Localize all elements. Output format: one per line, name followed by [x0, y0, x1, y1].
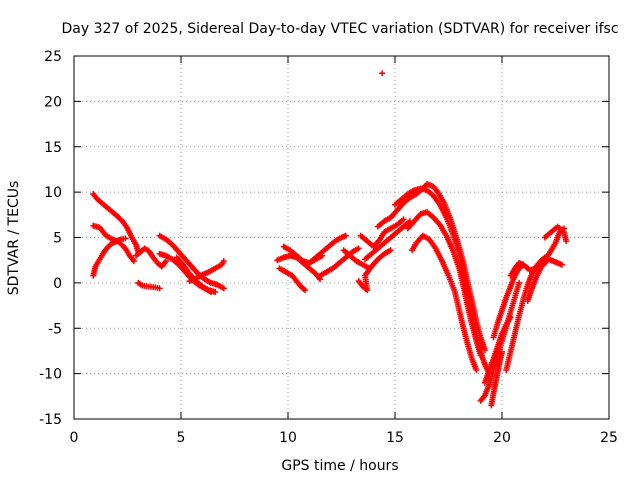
y-tick-label: 5 [53, 231, 62, 247]
data-point [355, 245, 362, 252]
grid-lines [74, 56, 609, 419]
data-point [477, 352, 484, 359]
data-point [387, 247, 394, 254]
data-point [212, 288, 219, 295]
data-point [220, 258, 227, 265]
chart-title: Day 327 of 2025, Sidereal Day-to-day VTE… [61, 21, 618, 37]
x-tick-label: 10 [279, 430, 297, 446]
y-tick-label: 0 [53, 276, 62, 292]
data-point [473, 366, 480, 373]
data-point [558, 261, 565, 268]
data-point [302, 287, 309, 294]
data-points [90, 70, 570, 409]
data-point [400, 216, 407, 223]
data-point [563, 238, 570, 245]
axis-ticks: 0 5 10 15 20 25 -15 -10 -5 0 5 10 15 20 25 [39, 49, 618, 446]
y-tick-label: 25 [44, 49, 62, 65]
data-point [163, 258, 170, 265]
y-tick-label: 10 [44, 185, 62, 201]
data-point [499, 348, 505, 355]
data-point [516, 279, 523, 286]
data-point [379, 70, 386, 77]
y-axis-label: SDTVAR / TECUs [6, 181, 22, 296]
plot-frame [73, 55, 610, 420]
data-point [156, 285, 163, 292]
data-point [342, 232, 349, 239]
y-tick-label: -10 [39, 367, 62, 383]
data-point [122, 235, 129, 242]
data-point [220, 285, 227, 292]
x-tick-label: 20 [493, 430, 511, 446]
y-tick-label: 15 [44, 140, 62, 156]
x-tick-label: 5 [177, 430, 186, 446]
x-tick-label: 25 [600, 430, 618, 446]
data-point [507, 314, 514, 321]
x-tick-label: 0 [70, 430, 79, 446]
y-tick-label: -15 [39, 412, 62, 428]
x-tick-label: 15 [386, 430, 404, 446]
y-tick-label: -5 [48, 321, 62, 337]
y-tick-label: 20 [44, 94, 62, 110]
x-axis-label: GPS time / hours [281, 458, 398, 474]
data-point [130, 258, 137, 265]
